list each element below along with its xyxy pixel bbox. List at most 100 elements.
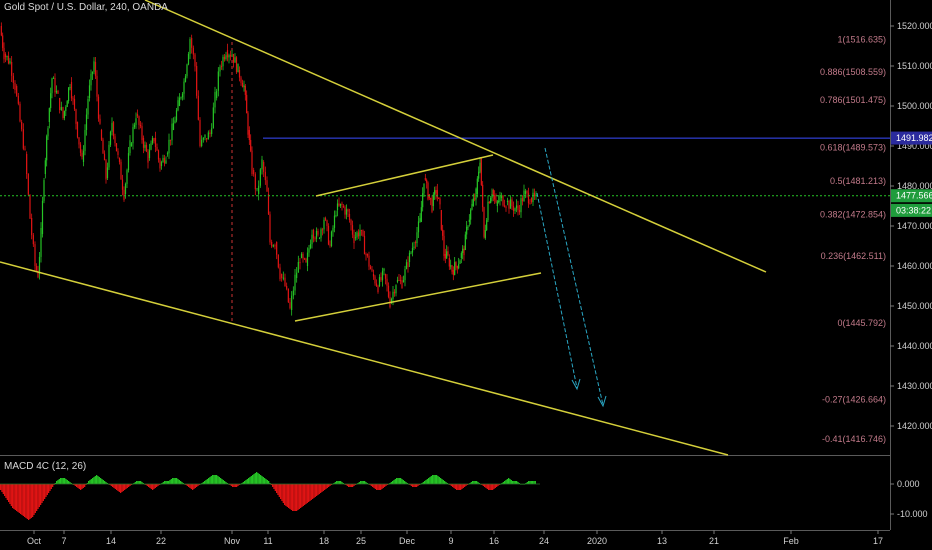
candle-body [296,272,298,278]
candle-body [314,238,316,240]
candle-body [386,278,388,286]
macd-bar [122,484,124,491]
macd-bar [140,481,142,484]
candle-body [121,179,124,190]
time-axis[interactable]: Oct 7 14 22 Nov 11 18 25 Dec 9 16 24 2020 13 21 Feb 17 [27,530,883,546]
candle-body [286,286,288,289]
macd-bar [217,476,219,484]
macd-bar [290,484,292,510]
macd-bar [10,484,12,506]
lower-channel-trendline[interactable] [0,261,729,456]
macd-bar [134,482,136,484]
macd-bar [196,484,198,487]
macd-bar [28,484,30,520]
macd-bar [49,484,51,491]
projection-arrow-1[interactable] [536,192,578,389]
macd-title[interactable]: MACD 4C (12, 26) [4,461,87,472]
candle-body [308,248,310,253]
macd-bar [117,484,119,491]
time-tick-label: 9 [448,536,453,546]
macd-bar [273,484,275,489]
macd-bar [73,484,75,485]
macd-bar [24,484,26,517]
candle-body [266,180,268,192]
macd-bar [253,474,255,484]
candle-body [495,199,497,202]
macd-bar [436,475,438,484]
candle-body [52,77,55,79]
macd-bar [152,484,154,490]
candle-body [442,229,444,236]
macd-bar [44,484,46,499]
candle-body [503,205,506,207]
candle-body [289,302,291,309]
macd-bar [464,484,466,487]
macd-bar [426,479,428,484]
flag-lower-trendline[interactable] [294,272,542,322]
candle-body [136,114,139,117]
candle-body [378,277,381,286]
macd-bar [505,480,507,484]
macd-bar [198,484,200,485]
macd-bar [338,481,340,484]
upper-channel-trendline[interactable] [144,0,767,273]
macd-bar [238,484,240,485]
fibonacci-levels[interactable]: 1(1516.635) 0.886(1508.559) 0.786(1501.475… [820,34,886,444]
candle-body [426,179,428,183]
price-axis[interactable]: 1520.000 1510.000 1500.000 1490.000 1480.000… [890,21,932,431]
candle-body [299,262,301,264]
trendlines[interactable] [0,0,767,456]
projection-arrow-2[interactable] [544,147,604,406]
symbol-title[interactable]: Gold Spot / U.S. Dollar, 240, OANDA [4,2,168,13]
macd-bar [517,482,519,484]
candle-body [526,191,528,193]
macd-bar [330,484,332,485]
macd-bar [421,483,423,484]
macd-bar [45,484,47,497]
macd-bar [432,475,434,484]
macd-bar [328,484,330,487]
macd-bar [25,484,27,518]
macd-bar [42,484,44,501]
macd-bar [449,484,451,485]
macd-bar [325,484,327,489]
projection-arrows[interactable] [536,147,607,408]
candle-body [395,285,397,294]
candle-body [321,229,324,231]
candle-body [159,159,161,169]
time-tick-label: 11 [263,536,272,546]
macd-bar [90,479,92,484]
candle-body [423,183,425,194]
candle-body [464,234,466,250]
candle-body [85,114,88,131]
candle-body [264,171,266,181]
macd-bar [446,483,448,484]
macd-bar [9,484,11,504]
macd-bar [36,484,38,511]
macd-bar [457,484,459,490]
macd-bar [369,484,371,485]
candle-body [281,274,283,278]
candle-body [251,150,253,175]
macd-bar [168,481,170,484]
candle-body [154,138,157,147]
macd-bar [337,481,339,484]
candle-body [199,119,201,147]
macd-bar [444,481,446,484]
time-tick-label: 16 [489,536,499,546]
candle-body [416,232,418,244]
candle-body [506,200,509,202]
candle-body [476,178,478,194]
main-pane[interactable] [0,0,890,455]
candle-body [103,153,106,161]
macd-bar [490,484,492,490]
flag-upper-trendline[interactable] [315,154,494,197]
macd-bar [485,484,487,488]
candle-body [11,62,13,76]
macd-bar [470,482,472,484]
candle-body [57,90,59,94]
macd-bar [102,480,104,484]
candle-body [524,191,527,194]
macd-bar [281,484,283,501]
